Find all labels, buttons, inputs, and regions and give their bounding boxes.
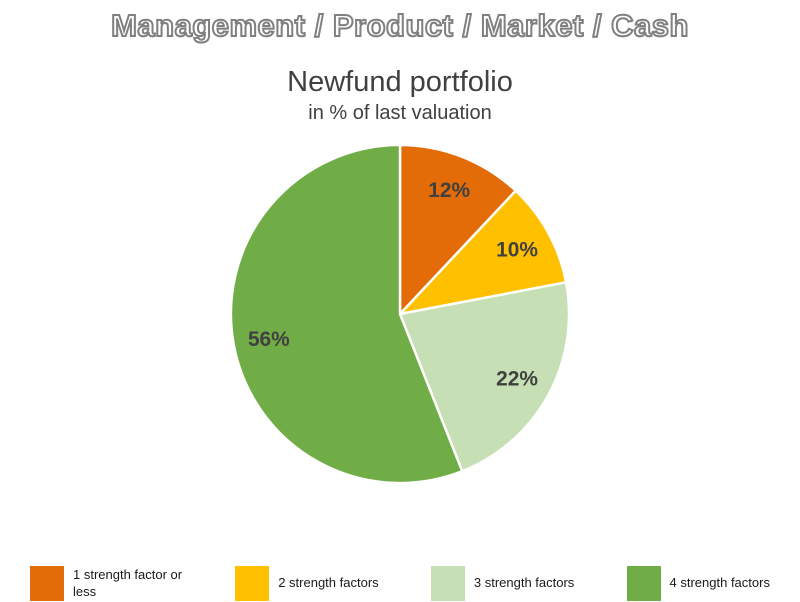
chart-legend: 1 strength factor or less 2 strength fac… — [0, 566, 800, 602]
slide-header: Management / Product / Market / Cash — [0, 0, 800, 44]
legend-swatch-light-green — [430, 566, 465, 601]
pie-slice-3 — [398, 281, 571, 473]
pie-data-label: 10% — [496, 239, 538, 262]
pie-chart-section: Newfund portfolio in % of last valuation… — [0, 66, 800, 493]
pie-slice-4 — [229, 143, 464, 485]
legend-label: 1 strength factor or less — [73, 567, 183, 599]
legend-swatch-yellow — [235, 566, 270, 601]
legend-label: 2 strength factors — [278, 575, 379, 591]
chart-subtitle: in % of last valuation — [308, 102, 492, 124]
pie-data-label: 56% — [248, 328, 290, 351]
legend-item-1: 1 strength factor or less — [30, 566, 183, 601]
pie-chart: 12% 10% 22% 56% — [229, 143, 571, 485]
pie-data-label: 12% — [428, 179, 470, 202]
legend-item-4: 4 strength factors — [626, 566, 770, 601]
pie-slice-1 — [398, 143, 517, 316]
chart-title: Newfund portfolio — [287, 66, 513, 98]
legend-swatch-orange — [30, 566, 64, 601]
header-title: Management / Product / Market / Cash — [110, 7, 689, 44]
legend-item-3: 3 strength factors — [430, 566, 575, 601]
legend-label: 4 strength factors — [669, 575, 770, 591]
legend-item-2: 2 strength factors — [235, 566, 379, 601]
legend-swatch-green — [626, 566, 661, 601]
legend-label: 3 strength factors — [473, 575, 575, 591]
pie-data-label: 22% — [496, 367, 538, 390]
pie-slice-2 — [398, 189, 568, 316]
